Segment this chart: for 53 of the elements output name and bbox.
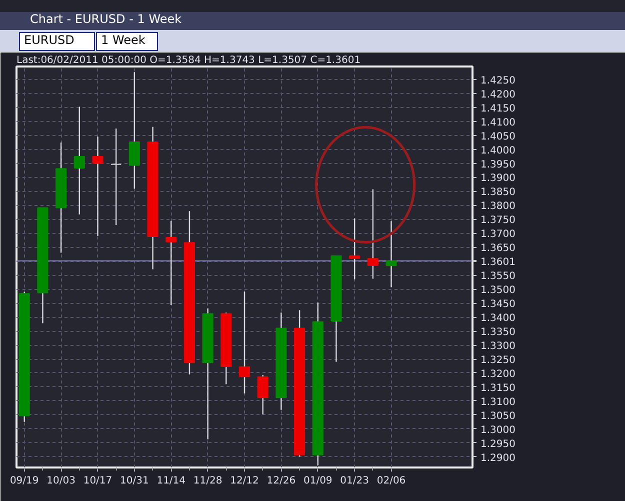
x-tick-label: 11/28	[193, 476, 222, 486]
y-tick-label: 1.3250	[480, 355, 516, 366]
y-tick-label: 1.2950	[480, 438, 516, 450]
candlestick	[349, 218, 360, 280]
y-tick-label: 1.3500	[480, 285, 516, 296]
y-tick-label: 1.4050	[480, 131, 516, 142]
y-tick-label: 1.3550	[480, 271, 516, 282]
ref-line-label: 1.3601	[480, 256, 516, 268]
x-tick-label: 09/19	[10, 476, 39, 486]
x-tick-label: 10/03	[46, 476, 76, 486]
x-tick-label: 10/17	[83, 476, 112, 486]
y-tick-label: 1.4100	[480, 117, 516, 128]
y-tick-label: 1.4200	[480, 89, 516, 100]
candlestick	[128, 71, 140, 190]
y-tick-label: 1.4250	[480, 75, 516, 86]
y-tick-label: 1.3000	[480, 424, 516, 436]
y-tick-label: 1.3350	[480, 327, 516, 338]
y-tick-label: 1.3850	[480, 187, 516, 198]
y-tick-label: 1.3900	[480, 173, 516, 184]
y-tick-label: 1.3050	[480, 410, 516, 422]
candlestick	[74, 106, 85, 216]
candlestick	[386, 220, 397, 288]
x-tick-label: 11/14	[156, 476, 186, 486]
candlestick	[367, 188, 378, 280]
y-tick-label: 1.3100	[480, 396, 516, 408]
chart-subtitle: Last:06/02/2011 05:00:00 O=1.3584 H=1.3743 L=1.3507 C=1.3601	[16, 55, 361, 66]
y-tick-label: 1.3750	[480, 215, 516, 226]
text: 1 Week	[96, 32, 158, 51]
y-tick-label: 1.3200	[480, 368, 516, 380]
y-tick-label: 1.2900	[480, 452, 516, 464]
x-tick-label: 01/23	[340, 476, 369, 486]
candlestick	[166, 220, 177, 306]
x-tick-label: 10/31	[120, 476, 149, 486]
candlestick	[110, 128, 122, 226]
y-tick-label: 1.3650	[480, 243, 516, 254]
x-tick-label: 01/09	[303, 476, 332, 486]
x-tick-label: 12/12	[230, 476, 259, 486]
y-tick-label: 1.4000	[480, 145, 516, 156]
y-tick-label: 1.3450	[480, 299, 516, 310]
y-tick-label: 1.3800	[480, 201, 516, 212]
y-tick-label: 1.3950	[480, 159, 516, 170]
x-tick-label: 12/26	[266, 476, 296, 486]
candlestick	[257, 374, 268, 415]
candlestick	[238, 291, 250, 394]
y-tick-label: 1.3400	[480, 313, 516, 324]
y-tick-label: 1.4150	[480, 103, 516, 114]
candlestick	[92, 136, 104, 237]
chart-title: Chart - EURUSD - 1 Week	[0, 12, 625, 30]
y-tick-label: 1.3300	[480, 341, 516, 352]
y-tick-label: 1.3150	[480, 382, 516, 394]
y-tick-label: 1.3700	[480, 229, 516, 240]
x-tick-label: 02/06	[376, 476, 406, 486]
text: EURUSD	[19, 32, 95, 51]
